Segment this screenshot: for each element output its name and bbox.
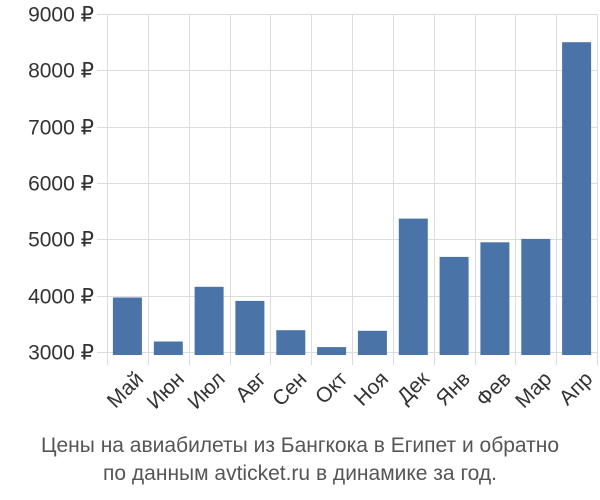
bar-12: [562, 42, 592, 355]
bar-4: [235, 300, 265, 355]
y-tick-label: 5000 ₽: [28, 229, 94, 252]
x-tick-label: Окт: [311, 367, 353, 409]
y-tick-label: 7000 ₽: [28, 117, 94, 140]
y-tick-label: 4000 ₽: [28, 286, 94, 309]
bar-7: [357, 330, 387, 355]
y-axis-tick-labels: 3000 ₽ 4000 ₽ 5000 ₽ 6000 ₽ 7000 ₽ 8000 ₽ 9000…: [28, 4, 94, 365]
chart-caption-line-1: Цены на авиабилеты из Бангкока в Египет …: [40, 434, 560, 457]
bar-11: [521, 238, 551, 355]
chart-caption-line-2: по данным avticket.ru в динамике за год.: [103, 462, 497, 485]
x-tick-label: Июл: [183, 367, 229, 413]
x-tick-label: Фев: [472, 367, 516, 411]
y-tick-label: 3000 ₽: [28, 342, 94, 365]
x-tick-label: Янв: [432, 367, 475, 410]
grid-lines: [97, 14, 598, 365]
x-tick-label: Сен: [268, 367, 311, 410]
bar-6: [317, 347, 347, 355]
x-tick-label: Авг: [231, 367, 271, 407]
x-tick-label: Ноя: [350, 367, 393, 410]
bar-2: [153, 341, 183, 355]
x-tick-label: Апр: [555, 367, 597, 409]
bars: [112, 42, 592, 355]
x-tick-label: Июн: [143, 367, 189, 413]
bar-8: [398, 218, 428, 355]
bar-3: [194, 286, 224, 355]
y-tick-label: 8000 ₽: [28, 60, 94, 83]
y-tick-label: 6000 ₽: [28, 173, 94, 196]
x-tick-label: Май: [103, 367, 148, 412]
bar-5: [276, 330, 306, 355]
bar-9: [439, 256, 469, 355]
x-tick-label: Дек: [393, 367, 435, 409]
y-tick-label: 9000 ₽: [28, 4, 94, 27]
bar-10: [480, 242, 510, 355]
x-tick-label: Мар: [511, 367, 556, 412]
bar-1: [112, 297, 142, 355]
